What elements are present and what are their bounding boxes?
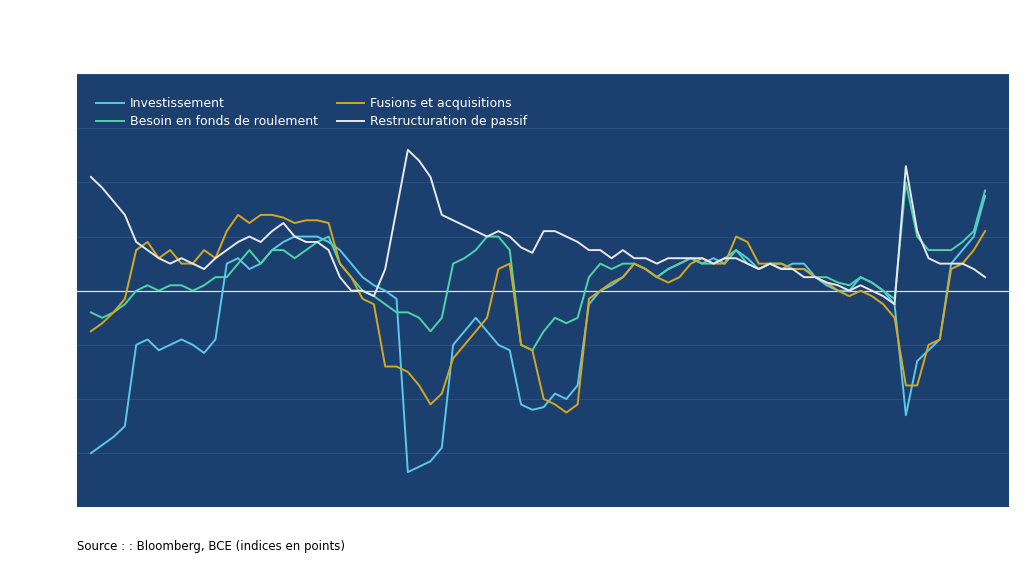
Line: Besoin en fonds de roulement: Besoin en fonds de roulement	[91, 182, 985, 350]
Investissement	[628, 260, 640, 267]
Investissement	[979, 193, 991, 200]
Line: Investissement: Investissement	[91, 196, 985, 472]
Fusions et acquisitions	[650, 274, 663, 280]
Besoin en fonds de roulement	[900, 179, 912, 186]
Besoin en fonds de roulement	[889, 295, 901, 302]
Fusions et acquisitions	[719, 260, 731, 267]
Fusions et acquisitions	[85, 328, 97, 335]
Restructuration de passif	[900, 163, 912, 170]
Investissement	[639, 266, 651, 272]
Investissement	[493, 341, 505, 348]
Besoin en fonds de roulement	[481, 233, 494, 240]
Besoin en fonds de roulement	[639, 266, 651, 272]
Investissement	[401, 469, 414, 475]
Restructuration de passif	[889, 301, 901, 308]
Besoin en fonds de roulement	[674, 260, 686, 267]
Investissement	[889, 301, 901, 308]
Title: Zone euro : motifs de la demande de crédit des entreprises: Zone euro : motifs de la demande de créd…	[263, 44, 822, 64]
Investissement	[674, 260, 686, 267]
Fusions et acquisitions	[979, 227, 991, 235]
Besoin en fonds de roulement	[979, 187, 991, 194]
Restructuration de passif	[708, 260, 720, 267]
Restructuration de passif	[85, 173, 97, 180]
Restructuration de passif	[979, 274, 991, 280]
Text: Source : : Bloomberg, BCE (indices en points): Source : : Bloomberg, BCE (indices en po…	[77, 540, 345, 553]
Fusions et acquisitions	[685, 260, 697, 267]
Restructuration de passif	[639, 255, 651, 262]
Restructuration de passif	[674, 255, 686, 262]
Investissement	[85, 450, 97, 457]
Fusions et acquisitions	[231, 211, 244, 218]
Fusions et acquisitions	[493, 266, 505, 272]
Restructuration de passif	[493, 227, 505, 235]
Besoin en fonds de roulement	[526, 347, 539, 353]
Legend: Investissement, Besoin en fonds de roulement, Fusions et acquisitions, Restructu: Investissement, Besoin en fonds de roule…	[92, 93, 531, 132]
Fusions et acquisitions	[900, 382, 912, 389]
Besoin en fonds de roulement	[708, 260, 720, 267]
Restructuration de passif	[628, 255, 640, 262]
Fusions et acquisitions	[560, 409, 572, 416]
Besoin en fonds de roulement	[85, 309, 97, 316]
Investissement	[708, 255, 720, 262]
Line: Restructuration de passif: Restructuration de passif	[91, 150, 985, 304]
Line: Fusions et acquisitions: Fusions et acquisitions	[91, 215, 985, 413]
Fusions et acquisitions	[639, 266, 651, 272]
Besoin en fonds de roulement	[628, 260, 640, 267]
Restructuration de passif	[401, 146, 414, 153]
